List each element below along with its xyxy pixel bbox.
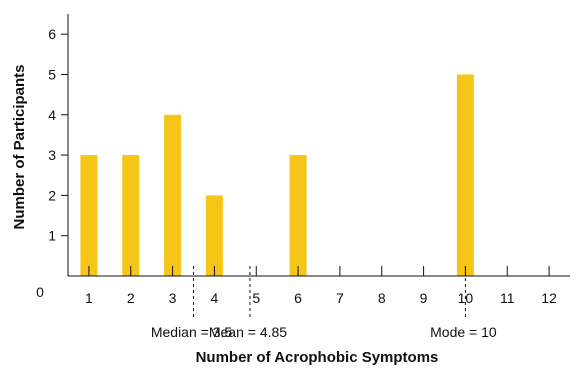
bar-3 [164,114,182,277]
bar-1 [80,155,98,276]
y-tick-label-4: 4 [48,107,56,123]
x-tick-label-5: 5 [252,290,260,306]
x-tick-label-2: 2 [127,290,135,306]
y-tick-label-6: 6 [48,26,56,42]
axes-group [67,14,570,277]
y-axis-title: Number of Participants [11,64,28,229]
y-tick-label-3: 3 [48,147,56,163]
bar-10 [456,74,474,276]
y-tick-label-1: 1 [48,228,56,244]
y-ticks-group: 1 2 3 4 5 6 0 [36,26,68,300]
x-tick-label-11: 11 [500,290,515,306]
y-tick-label-0: 0 [36,284,44,300]
x-tick-label-3: 3 [169,290,177,306]
bar-4 [205,195,223,276]
annotation-label-0: Median = 3.5 [151,324,233,340]
y-tick-label-2: 2 [48,187,56,203]
bar-2 [122,155,140,276]
x-tick-label-8: 8 [378,290,386,306]
x-tick-label-7: 7 [336,290,344,306]
annotation-label-1: Mean = 4.85 [209,324,287,340]
bar-6 [289,155,307,276]
annotation-label-2: Mode = 10 [430,324,497,340]
x-tick-label-6: 6 [294,290,302,306]
x-tick-label-12: 12 [541,290,557,306]
x-ticks-group: 1 2 3 4 5 6 7 8 9 10 11 12 [85,266,557,306]
x-tick-label-1: 1 [85,290,93,306]
y-tick-label-5: 5 [48,66,56,82]
x-tick-label-4: 4 [211,290,219,306]
x-axis-title: Number of Acrophobic Symptoms [196,349,439,366]
x-tick-label-9: 9 [420,290,428,306]
bars-group [80,74,474,277]
